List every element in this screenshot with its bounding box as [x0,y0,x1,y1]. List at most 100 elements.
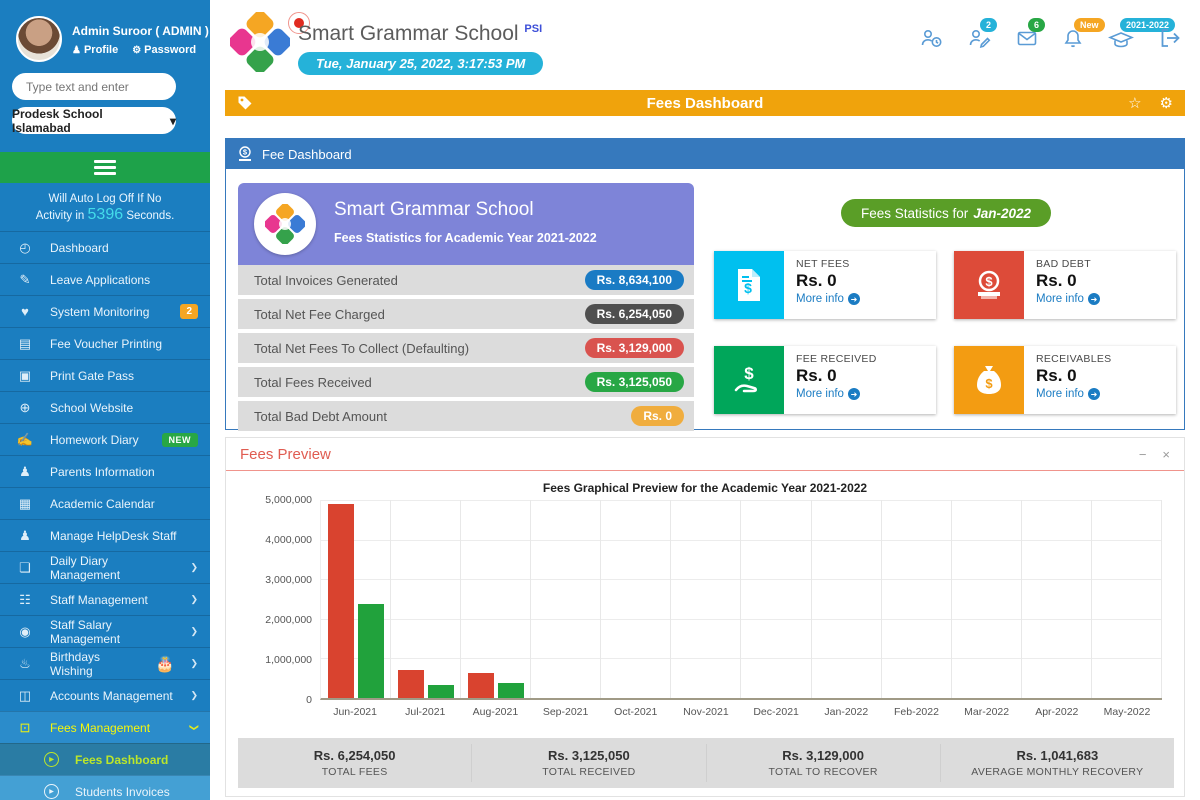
sidebar-subitem-students-invoices[interactable]: ▶ Students Invoices [0,775,210,800]
sidebar-item-academic-calendar[interactable]: ▦ Academic Calendar [0,487,210,519]
bar-group-Aug-2021 [461,500,532,698]
arrow-circle-icon: ➜ [847,293,860,305]
svg-text:$: $ [985,376,993,391]
search-input[interactable] [12,73,176,100]
info-box-value: Rs. 0 [796,366,837,385]
user-edit-icon[interactable]: 2 [968,18,998,49]
more-info-link[interactable]: More info ➜ [1036,388,1111,400]
value-pill: Rs. 3,125,050 [584,372,684,392]
fees-preview-title: Fees Preview [240,445,331,463]
password-link[interactable]: ⚙ Password [132,44,197,56]
school-logo-badge [254,193,316,255]
sidebar-item-birthdays-wishing[interactable]: ♨ Birthdays Wishing 🎂 ❯ [0,647,210,679]
school-suffix: PSI [524,23,543,35]
sidebar-item-accounts-management[interactable]: ◫ Accounts Management ❯ [0,679,210,711]
chevron-down-icon: ❯ [189,723,200,732]
school-select[interactable]: Prodesk School Islamabad ▾ [12,106,176,135]
page-title-bar: Fees Dashboard ☆ ⚙ [225,90,1185,116]
bar-group-Sep-2021 [531,500,602,698]
sidebar-item-parents-information[interactable]: ♟ Parents Information [0,455,210,487]
bar-group-Oct-2021 [601,500,672,698]
sidebar-item-homework-diary[interactable]: ✍ Homework Diary NEW [0,423,210,455]
sidebar-item-staff-management[interactable]: ☷ Staff Management ❯ [0,583,210,615]
user-name: Admin Suroor ( ADMIN ) [72,24,209,38]
user-clock-icon[interactable] [920,27,944,49]
info-box-label: FEE RECEIVED [796,353,877,365]
close-icon[interactable]: × [1162,446,1170,462]
sidebar-item-system-monitoring[interactable]: ♥ System Monitoring 2 [0,295,210,327]
avatar[interactable] [16,16,62,62]
bar-red [327,503,354,698]
bar-green [357,603,384,698]
minimize-icon[interactable]: − [1138,446,1147,462]
profile-link[interactable]: ♟ Profile [72,44,119,56]
sidebar-item-leave-applications[interactable]: ✎ Leave Applications [0,263,210,295]
table-row: Total Net Fee Charged Rs. 6,254,050 [238,299,694,329]
info-box-fee-received: $ FEE RECEIVED Rs. 0 More info ➜ [714,346,936,414]
voucher-icon: ▤ [18,335,32,351]
chart-y-axis: 5,000,000 4,000,000 3,000,000 2,000,000 1,00… [265,494,312,706]
settings-gears-icon[interactable]: ⚙ [1159,95,1173,112]
value-pill: Rs. 8,634,100 [584,270,684,290]
staff-icon: ☷ [19,591,31,607]
x-tick-label: Jan-2022 [824,706,869,718]
play-circle-icon: ▶ [44,784,59,799]
birthday-cake-emoji: 🎂 [155,655,175,673]
bar-green [497,682,524,698]
chart-x-axis: Jun-2021 Jul-2021 Aug-2021 Sep-2021 Oct-2021… [320,706,1162,718]
logout-icon[interactable] [1158,26,1182,50]
x-tick-label: Sep-2021 [542,706,589,718]
sidebar-subitem-fees-dashboard[interactable]: ▶ Fees Dashboard [0,743,210,775]
sidebar-item-school-website[interactable]: ⊕ School Website [0,391,210,423]
graduation-cap-icon[interactable]: 2021-2022 [1108,18,1176,49]
bell-icon[interactable]: New [1062,18,1105,49]
more-info-link[interactable]: More info ➜ [796,388,877,400]
bar-green [427,684,454,698]
sidebar-item-manage-helpdesk-staff[interactable]: ♟ Manage HelpDesk Staff [0,519,210,551]
sidebar-item-fee-voucher-printing[interactable]: ▤ Fee Voucher Printing [0,327,210,359]
svg-text:$: $ [744,280,752,296]
bar-group-Mar-2022 [952,500,1022,698]
sidebar-item-dashboard[interactable]: ◴ Dashboard [0,231,210,263]
mail-badge: 6 [1028,18,1046,32]
x-tick-label: Oct-2021 [614,706,658,718]
invoice-icon: $ [714,251,784,319]
x-tick-label: Jul-2021 [405,706,446,718]
bar-group-Nov-2021 [671,500,742,698]
footer-stat: Rs. 3,129,000 TOTAL TO RECOVER [707,744,941,782]
info-box-label: BAD DEBT [1036,258,1091,270]
bar-group-Apr-2022 [1022,500,1092,698]
user-block: Admin Suroor ( ADMIN ) ♟ Profile ⚙ Passwor… [0,0,210,152]
mail-icon[interactable]: 6 [1016,18,1046,49]
sidebar-item-staff-salary-management[interactable]: ◉ Staff Salary Management ❯ [0,615,210,647]
chart-plot [320,500,1162,700]
fees-bar-chart: 5,000,000 4,000,000 3,000,000 2,000,000 1,00… [254,494,1162,738]
x-tick-label: Aug-2021 [472,706,519,718]
chevron-down-icon: ▾ [169,113,176,128]
sidebar-menu: ◴ Dashboard ✎ Leave Applications ♥ System M… [0,231,210,800]
sidebar: Admin Suroor ( ADMIN ) ♟ Profile ⚙ Passwor… [0,0,210,800]
sidebar-item-print-gate-pass[interactable]: ▣ Print Gate Pass [0,359,210,391]
chevron-right-icon: ❯ [190,626,198,636]
note-icon: ❏ [19,559,31,575]
school-name: Smart Grammar School PSI [298,22,543,45]
sidebar-toggle-button[interactable] [0,152,210,183]
sidebar-item-fees-management[interactable]: ⊡ Fees Management ❯ [0,711,210,743]
more-info-link[interactable]: More info ➜ [1036,293,1100,305]
info-box-label: RECEIVABLES [1036,353,1112,365]
table-row: Total Invoices Generated Rs. 8,634,100 [238,265,694,295]
more-info-link[interactable]: More info ➜ [796,293,860,305]
footer-stat: Rs. 3,125,050 TOTAL RECEIVED [472,744,707,782]
fees-preview-header: Fees Preview − × [226,438,1184,471]
fee-chat-icon: ⊡ [19,719,31,735]
sidebar-item-daily-diary-management[interactable]: ❏ Daily Diary Management ❯ [0,551,210,583]
info-box-bad-debt: $ BAD DEBT Rs. 0 More info ➜ [954,251,1176,319]
favorite-star-icon[interactable]: ☆ [1128,95,1142,112]
school-stats-card: Smart Grammar School Fees Statistics for… [238,183,694,265]
value-pill: Rs. 0 [631,406,684,426]
helpdesk-person-icon: ♟ [19,527,31,543]
key-icon: ⚙ [132,45,142,56]
calendar-icon: ▦ [18,495,32,511]
x-tick-label: Mar-2022 [964,706,1010,718]
